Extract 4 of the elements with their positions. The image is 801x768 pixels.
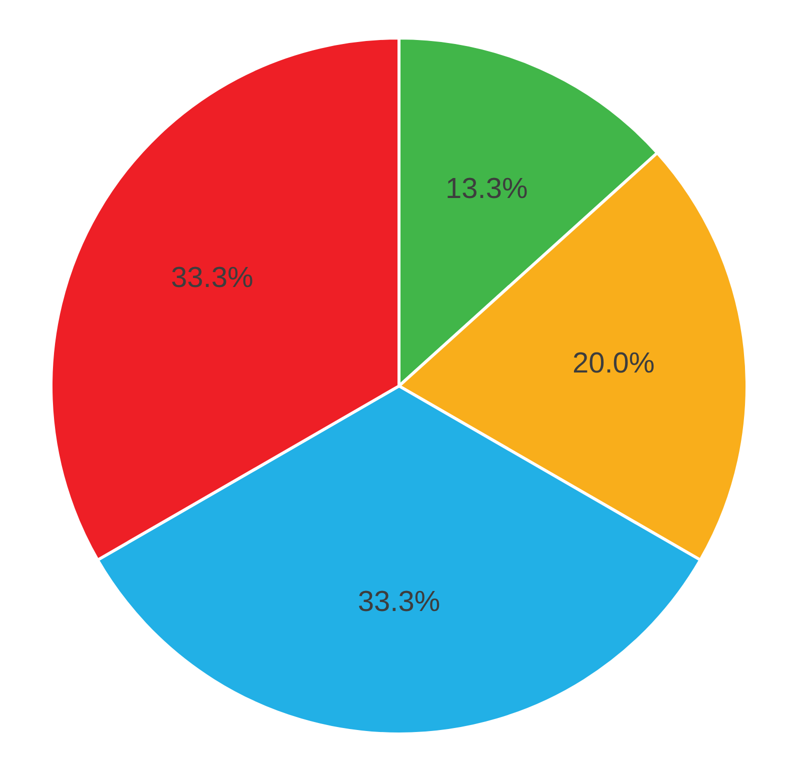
data-label: 33.3% (358, 586, 440, 618)
data-label: 20.0% (572, 347, 655, 380)
data-label: 13.3% (446, 172, 528, 205)
data-label: 33.3% (171, 262, 254, 294)
